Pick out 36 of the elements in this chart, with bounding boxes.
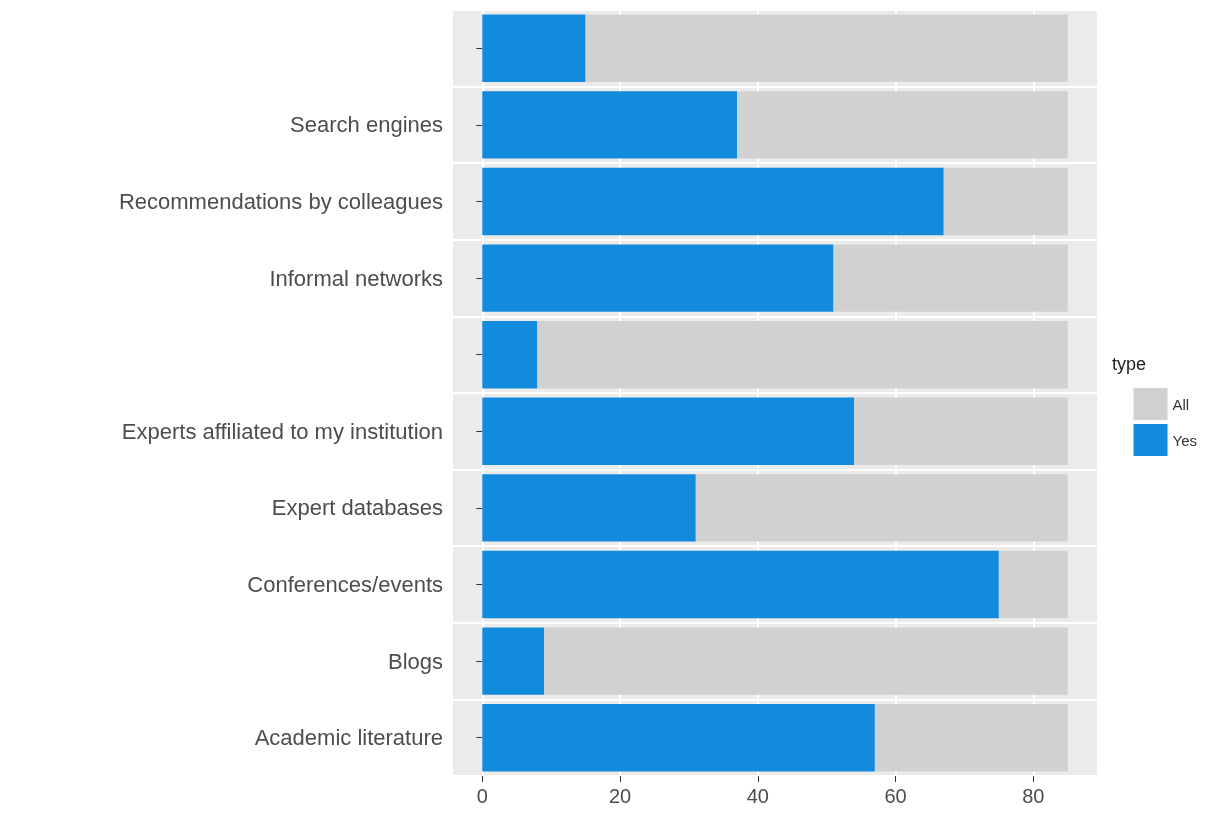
bar [998, 550, 1068, 619]
bar [695, 474, 1068, 542]
bar [482, 704, 875, 772]
y-tick-label: Blogs [387, 648, 443, 674]
bar [482, 244, 834, 312]
y-tick-label: Informal networks [269, 265, 443, 291]
y-tick-label: Search engines [290, 112, 443, 138]
bar [482, 627, 545, 695]
bar [833, 244, 1068, 312]
bar [737, 91, 1068, 159]
bar [482, 321, 538, 389]
y-tick-label: Academic literature [254, 725, 443, 751]
x-tick-label: 40 [746, 785, 769, 807]
bar [537, 321, 1068, 389]
y-tick-label: Conferences/events [247, 572, 443, 597]
x-tick-label: 60 [884, 785, 907, 807]
bar [943, 167, 1068, 236]
legend-label: All [1172, 395, 1190, 413]
bar [482, 167, 944, 236]
bar [482, 91, 738, 159]
x-tick-label: 20 [608, 785, 632, 807]
bar [482, 14, 586, 82]
bar [585, 14, 1068, 82]
bar [854, 397, 1068, 465]
bar [544, 627, 1068, 695]
bar [874, 704, 1068, 772]
legend-label: Yes [1172, 431, 1198, 449]
bar [482, 397, 855, 465]
y-tick-label: Expert databases [271, 495, 443, 521]
legend-title: type [1111, 354, 1147, 374]
bar [482, 474, 696, 542]
x-tick-label: 0 [476, 785, 488, 807]
x-tick-label: 80 [1022, 785, 1045, 807]
y-tick-label: Recommendations by colleagues [118, 189, 443, 214]
y-tick-label: Experts affiliated to my institution [121, 418, 443, 444]
bar [482, 550, 999, 619]
